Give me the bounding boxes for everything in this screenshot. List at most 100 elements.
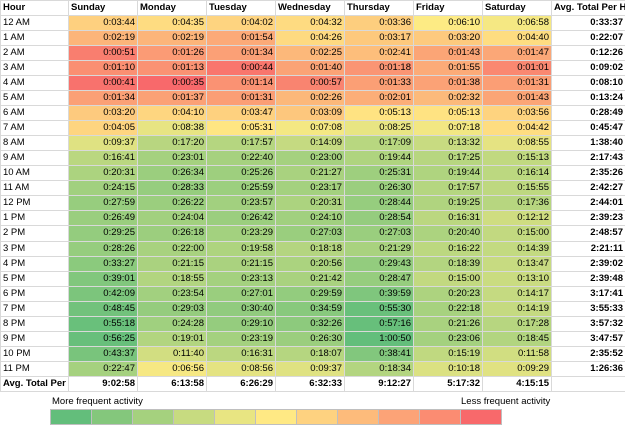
heat-cell: 0:26:42 — [206, 210, 276, 227]
column-header: Hour — [0, 0, 69, 17]
heat-cell: 0:23:13 — [206, 270, 276, 287]
heat-cell: 0:04:32 — [275, 15, 345, 32]
heat-cell: 0:01:10 — [68, 60, 138, 77]
heat-cell: 0:01:34 — [206, 45, 276, 62]
heat-cell: 0:06:10 — [413, 15, 483, 32]
heat-cell: 0:14:39 — [482, 240, 552, 257]
heat-cell: 0:15:19 — [413, 345, 483, 362]
heat-cell: 0:01:38 — [413, 75, 483, 92]
hour-label: 8 PM — [0, 315, 69, 332]
table-row: 7 PM 0:48:45 0:29:03 0:30:40 0:34:59 0:55:30 0… — [0, 300, 625, 317]
day-total-cell: 9:12:27 — [344, 375, 414, 393]
column-header: Thursday — [344, 0, 414, 17]
hour-label: 9 AM — [0, 150, 69, 167]
legend-swatch — [132, 409, 174, 425]
heat-cell: 0:16:22 — [413, 240, 483, 257]
heat-cell: 0:02:25 — [275, 45, 345, 62]
heat-cell: 0:14:19 — [482, 300, 552, 317]
heat-cell: 0:20:31 — [275, 195, 345, 212]
legend-swatch — [214, 409, 256, 425]
heat-cell: 0:01:43 — [413, 45, 483, 62]
hour-total-cell: 2:48:57 — [551, 225, 625, 242]
heat-cell: 0:28:54 — [344, 210, 414, 227]
day-total-cell: 6:32:33 — [275, 375, 345, 393]
hour-label: 1 AM — [0, 30, 69, 47]
hour-total-cell: 2:42:27 — [551, 180, 625, 197]
heat-cell: 0:02:32 — [413, 90, 483, 107]
table-row: 1 AM 0:02:19 0:02:19 0:01:54 0:04:26 0:03:17 0… — [0, 30, 625, 47]
heat-cell: 0:01:47 — [482, 45, 552, 62]
heat-cell: 0:09:37 — [68, 135, 138, 152]
hour-label: 6 PM — [0, 285, 69, 302]
table-row: 5 AM 0:01:34 0:01:37 0:01:31 0:02:26 0:02:01 0… — [0, 90, 625, 107]
heat-cell: 0:00:51 — [68, 45, 138, 62]
heat-cell: 0:25:31 — [344, 165, 414, 182]
legend-swatch — [173, 409, 215, 425]
legend-swatch — [255, 409, 297, 425]
header-row: Hour Sunday Monday Tuesday Wednesday Thursday… — [0, 0, 625, 17]
heat-cell: 0:43:37 — [68, 345, 138, 362]
heat-cell: 0:13:32 — [413, 135, 483, 152]
heat-cell: 0:55:18 — [68, 315, 138, 332]
heat-cell: 0:17:57 — [206, 135, 276, 152]
column-header: Monday — [137, 0, 207, 17]
heat-cell: 0:30:40 — [206, 300, 276, 317]
heat-cell: 0:15:00 — [482, 225, 552, 242]
heat-cell: 0:05:13 — [413, 105, 483, 122]
heat-cell: 0:23:17 — [275, 180, 345, 197]
legend-swatch — [419, 409, 461, 425]
heat-cell: 0:21:26 — [413, 315, 483, 332]
heat-cell: 0:00:44 — [206, 60, 276, 77]
hour-total-cell: 3:17:41 — [551, 285, 625, 302]
heat-cell: 0:21:29 — [344, 240, 414, 257]
heat-cell: 0:28:26 — [68, 240, 138, 257]
heat-cell: 0:23:57 — [206, 195, 276, 212]
heat-cell: 0:08:56 — [206, 360, 276, 377]
day-total-cell: 5:17:32 — [413, 375, 483, 393]
heat-cell: 0:03:20 — [68, 105, 138, 122]
heat-cell: 0:17:57 — [413, 180, 483, 197]
heat-cell: 0:01:13 — [137, 60, 207, 77]
heat-cell: 0:28:33 — [137, 180, 207, 197]
empty-cell — [551, 375, 625, 393]
heat-cell: 0:29:03 — [137, 300, 207, 317]
heat-cell: 0:02:19 — [137, 30, 207, 47]
hour-total-cell: 2:21:11 — [551, 240, 625, 257]
table-row: 5 PM 0:39:01 0:18:55 0:23:13 0:21:42 0:28:47 0… — [0, 270, 625, 287]
hour-total-cell: 0:45:47 — [551, 120, 625, 137]
heat-cell: 0:28:44 — [344, 195, 414, 212]
column-header: Saturday — [482, 0, 552, 17]
column-header: Friday — [413, 0, 483, 17]
legend-swatch — [378, 409, 420, 425]
table-row: 6 AM 0:03:20 0:04:10 0:03:47 0:03:09 0:05:13 0… — [0, 105, 625, 122]
day-total-cell: 6:26:29 — [206, 375, 276, 393]
heat-cell: 0:04:35 — [137, 15, 207, 32]
table-row: 6 PM 0:42:09 0:23:54 0:27:01 0:29:59 0:39:59 0… — [0, 285, 625, 302]
hour-label: 2 PM — [0, 225, 69, 242]
heat-cell: 0:03:20 — [413, 30, 483, 47]
table-row: 2 AM 0:00:51 0:01:26 0:01:34 0:02:25 0:02:41 0… — [0, 45, 625, 62]
day-total-cell: 6:13:58 — [137, 375, 207, 393]
hour-total-cell: 0:33:37 — [551, 15, 625, 32]
heat-cell: 0:07:18 — [413, 120, 483, 137]
heat-cell: 0:20:56 — [275, 255, 345, 272]
heat-cell: 0:12:12 — [482, 210, 552, 227]
heat-cell: 0:00:35 — [137, 75, 207, 92]
heat-cell: 0:21:42 — [275, 270, 345, 287]
heat-cell: 0:21:15 — [137, 255, 207, 272]
legend-swatch — [460, 409, 502, 425]
heat-cell: 0:03:56 — [482, 105, 552, 122]
hour-label: 8 AM — [0, 135, 69, 152]
heat-cell: 0:26:49 — [68, 210, 138, 227]
heat-cell: 0:02:41 — [344, 45, 414, 62]
heat-cell: 0:29:43 — [344, 255, 414, 272]
heat-cell: 0:22:00 — [137, 240, 207, 257]
heat-cell: 0:56:25 — [68, 330, 138, 347]
heat-cell: 0:15:13 — [482, 150, 552, 167]
heat-cell: 0:21:15 — [206, 255, 276, 272]
heat-cell: 0:05:13 — [344, 105, 414, 122]
activity-heatmap-table: Hour Sunday Monday Tuesday Wednesday Thursday… — [0, 0, 625, 393]
hour-label: 3 PM — [0, 240, 69, 257]
column-header: Wednesday — [275, 0, 345, 17]
heat-cell: 0:03:36 — [344, 15, 414, 32]
